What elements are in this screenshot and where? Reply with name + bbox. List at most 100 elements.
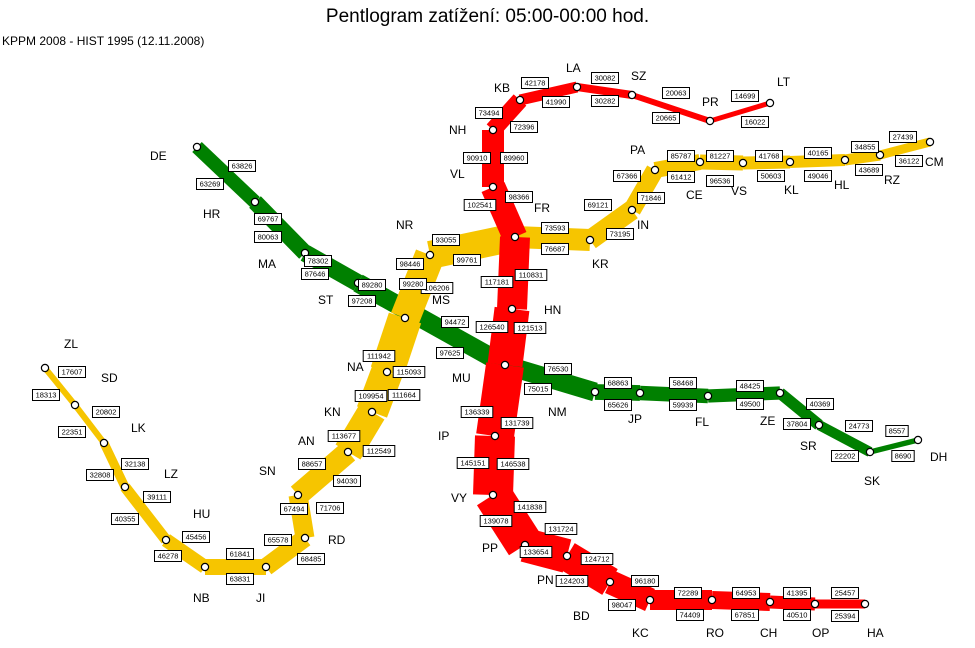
volume-label-b: 67494	[280, 503, 308, 515]
line-b-segment	[42, 366, 78, 407]
station-label-sd: SD	[101, 371, 118, 385]
volume-label-b: 73593	[541, 222, 569, 234]
svg-text:133654: 133654	[523, 548, 548, 557]
station-label-nh: NH	[449, 123, 466, 137]
station-label-ro: RO	[706, 626, 724, 640]
volume-label-b: 20802	[92, 406, 120, 418]
station-node-rz	[875, 150, 885, 160]
station-label-ce: CE	[686, 188, 703, 202]
station-node-kl	[785, 157, 795, 167]
volume-label-b: 61412	[667, 171, 695, 183]
station-label-dh: DH	[930, 450, 947, 464]
station-node-pr	[705, 116, 715, 126]
volume-label-b: 73195	[606, 228, 634, 240]
station-node-zl	[40, 363, 50, 373]
station-label-kc: KC	[632, 626, 649, 640]
svg-text:111942: 111942	[367, 352, 391, 361]
volume-label-c: 126540	[475, 321, 509, 333]
volume-label-b: 46278	[154, 550, 182, 562]
line-a-segment	[776, 388, 823, 430]
volume-label-c: 121513	[513, 322, 547, 334]
volume-label-c: 25394	[831, 610, 859, 622]
volume-label-c: 146538	[496, 458, 530, 470]
volume-label-b: 41768	[755, 150, 783, 162]
station-label-vl: VL	[450, 167, 465, 181]
svg-text:20665: 20665	[656, 114, 677, 123]
line-bands	[42, 81, 932, 611]
diagram-title: Pentlogram zatížení: 05:00-00:00 hod.	[325, 6, 650, 27]
station-node-ze	[775, 388, 785, 398]
svg-text:37804: 37804	[787, 420, 808, 429]
svg-text:124712: 124712	[584, 555, 609, 564]
svg-text:49046: 49046	[808, 172, 829, 181]
svg-text:36122: 36122	[899, 157, 920, 166]
station-label-kr: KR	[592, 257, 609, 271]
volume-label-c: 40510	[783, 609, 811, 621]
station-label-sr: SR	[800, 439, 817, 453]
volume-label-c: 133654	[519, 546, 553, 558]
volume-label-a: 24773	[845, 420, 873, 432]
volume-label-a: 58468	[669, 377, 697, 389]
svg-text:106206: 106206	[424, 284, 449, 293]
volume-label-c: 20063	[662, 87, 690, 99]
station-node-nm	[590, 387, 600, 397]
volume-label-c: 90910	[463, 152, 491, 164]
volume-label-a: 22202	[831, 450, 859, 462]
line-b-segment	[72, 403, 107, 445]
volume-label-b: 32138	[121, 458, 149, 470]
line-b-segment	[290, 443, 356, 504]
volume-label-a: 97208	[348, 295, 376, 307]
volume-label-a: 59939	[669, 399, 697, 411]
line-b-segment	[162, 534, 209, 573]
volume-label-c: 25457	[831, 587, 859, 599]
station-label-sn: SN	[259, 464, 276, 478]
station-node-sk	[865, 447, 875, 457]
volume-label-a: 78302	[304, 255, 332, 267]
svg-text:67366: 67366	[617, 172, 638, 181]
svg-text:88657: 88657	[302, 460, 323, 469]
volume-label-c: 42178	[521, 77, 549, 89]
station-label-sk: SK	[864, 474, 880, 488]
line-c-segment	[576, 83, 633, 99]
svg-text:40510: 40510	[787, 611, 808, 620]
station-node-fl	[703, 391, 713, 401]
svg-text:22202: 22202	[835, 452, 856, 461]
svg-text:20063: 20063	[666, 89, 687, 98]
station-label-kl: KL	[784, 183, 799, 197]
station-labels: DE HR MA ST MU NM JP FL ZE SR SK DH ZL SD LK LZ HU NB JI RD…	[64, 61, 947, 640]
svg-text:81227: 81227	[710, 152, 731, 161]
volume-label-c: 98366	[505, 191, 533, 203]
svg-text:121513: 121513	[517, 324, 542, 333]
station-node-vl	[488, 182, 498, 192]
line-a-segment	[192, 141, 260, 208]
svg-text:85787: 85787	[671, 152, 692, 161]
volume-label-b: 71846	[637, 192, 665, 204]
station-label-bd: BD	[573, 609, 590, 623]
svg-text:68485: 68485	[301, 555, 322, 564]
volume-label-b: 34855	[851, 141, 879, 153]
line-c-segment	[497, 236, 530, 310]
station-label-lk: LK	[131, 421, 146, 435]
volume-label-b: 45456	[182, 531, 210, 543]
line-c-segment	[473, 435, 515, 496]
station-node-nb	[200, 562, 210, 572]
svg-text:145151: 145151	[460, 459, 485, 468]
volume-label-b: 43689	[855, 164, 883, 176]
station-node-fr	[510, 232, 520, 242]
svg-text:102541: 102541	[467, 201, 492, 210]
svg-text:111664: 111664	[392, 391, 416, 400]
svg-text:73195: 73195	[610, 230, 631, 239]
station-label-fr: FR	[534, 201, 550, 215]
volume-label-c: 124712	[580, 553, 614, 565]
volume-label-a: 89280	[358, 279, 386, 291]
line-b-segment	[624, 165, 663, 215]
volume-label-b: 112549	[362, 445, 396, 457]
volume-labels: 63826 69767 78302 89280 94472 76530 68863 58468…	[32, 72, 923, 622]
svg-text:98047: 98047	[612, 601, 633, 610]
svg-text:40165: 40165	[808, 149, 829, 158]
station-node-rd	[300, 533, 310, 543]
volume-label-b: 67366	[613, 170, 641, 182]
volume-label-b: 50603	[757, 170, 785, 182]
station-node-sd	[70, 400, 80, 410]
